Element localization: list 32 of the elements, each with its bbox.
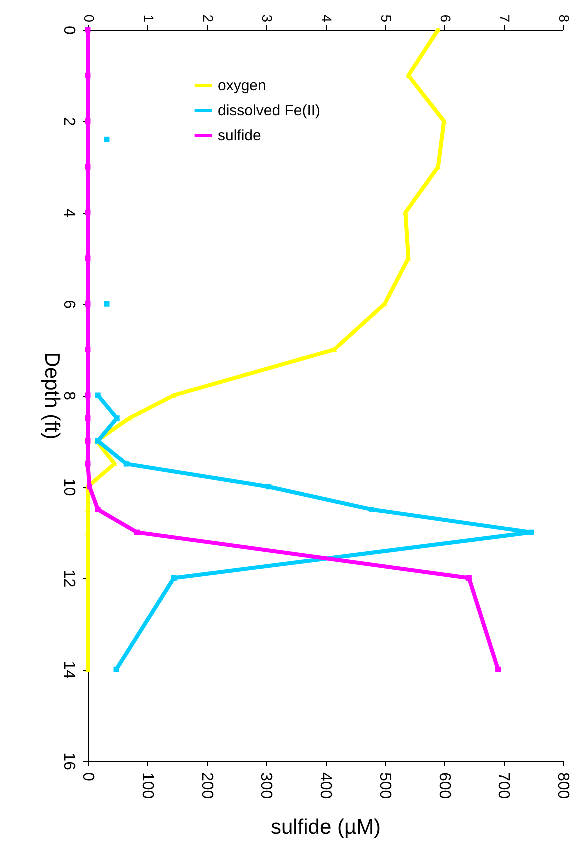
y-tick-label: 10 xyxy=(60,478,78,496)
x2-tick-label: 1 xyxy=(140,14,157,23)
y-tick-label: 14 xyxy=(60,661,78,680)
y-axis-title: Depth (ft) xyxy=(40,352,64,440)
legend-label: oxygen xyxy=(218,78,266,94)
x-tick-label: 500 xyxy=(376,772,394,800)
y-tick-label: 8 xyxy=(60,392,78,401)
x-tick-label: 600 xyxy=(436,772,453,800)
legend-label: sulfide xyxy=(218,128,262,144)
y-tick-label: 16 xyxy=(60,752,78,770)
x2-tick-label: 2 xyxy=(200,14,216,23)
y-tick-label: 0 xyxy=(60,26,78,36)
y-tick-label: 6 xyxy=(60,300,78,310)
x2-tick-label: 7 xyxy=(497,14,514,23)
x-tick-label: 100 xyxy=(138,772,156,800)
x2-tick-label: 3 xyxy=(260,14,276,23)
x2-tick-label: 8 xyxy=(556,14,572,23)
x2-tick-label: 0 xyxy=(82,14,98,23)
x2-tick-label: 6 xyxy=(438,14,454,23)
x-tick-label: 400 xyxy=(317,772,334,800)
x2-tick-label: 5 xyxy=(378,14,394,23)
x-tick-label: 0 xyxy=(80,772,96,782)
x-axis-title: sulfide (µM) xyxy=(270,816,382,840)
x-tick-label: 700 xyxy=(495,772,512,800)
x-tick-label: 800 xyxy=(554,772,572,800)
x-tick-label: 200 xyxy=(198,772,216,800)
x2-tick-label: 4 xyxy=(319,14,335,23)
y-tick-label: 2 xyxy=(60,117,78,126)
y-tick-label: 4 xyxy=(60,208,78,218)
x-tick-label: 300 xyxy=(258,772,275,800)
y-tick-label: 12 xyxy=(60,570,78,588)
legend-label: dissolved Fe(II) xyxy=(218,102,321,120)
